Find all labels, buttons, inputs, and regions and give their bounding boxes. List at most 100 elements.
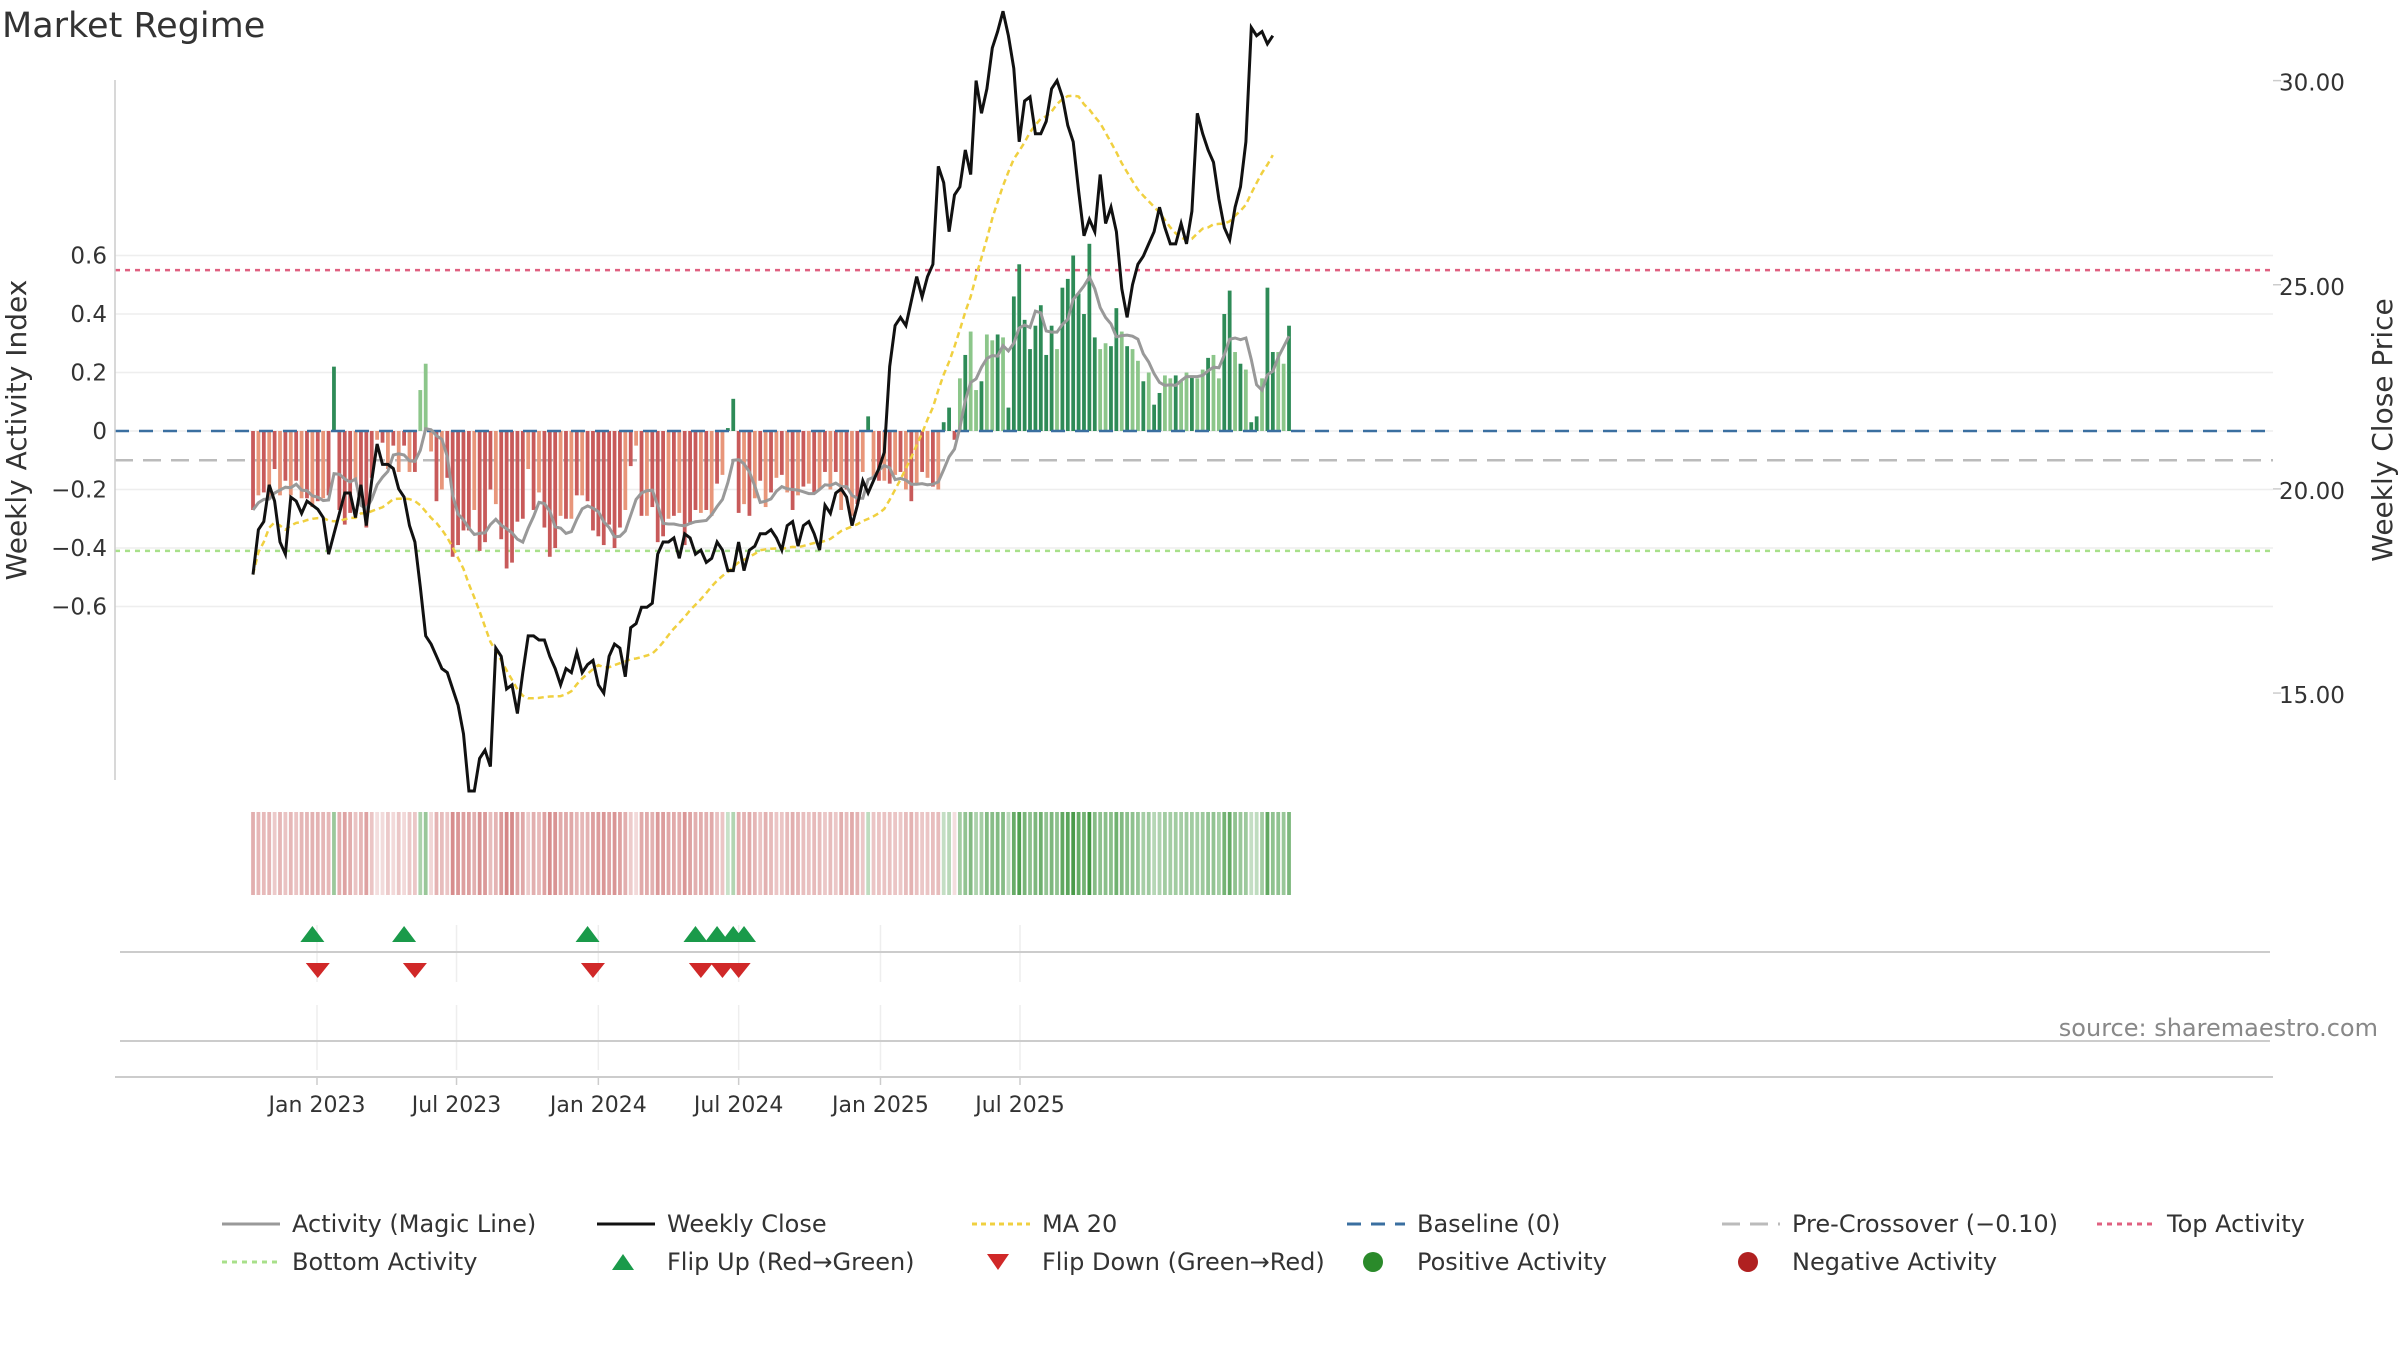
regime-cell bbox=[1238, 812, 1243, 895]
regime-cell bbox=[774, 812, 779, 895]
regime-cell bbox=[477, 812, 482, 895]
regime-cell bbox=[979, 812, 984, 895]
x-tick-label: Jan 2025 bbox=[830, 1093, 929, 1118]
regime-cell bbox=[580, 812, 585, 895]
activity-bar bbox=[504, 431, 509, 569]
y-tick-label: −0.4 bbox=[51, 536, 107, 562]
y2-tick-label: 25.00 bbox=[2279, 275, 2345, 301]
activity-bar bbox=[1082, 314, 1086, 431]
activity-bar bbox=[288, 431, 293, 496]
regime-cell bbox=[1006, 812, 1011, 895]
legend-item: Baseline (0) bbox=[1347, 1210, 1560, 1238]
activity-bar bbox=[456, 431, 460, 546]
activity-bar bbox=[1179, 381, 1183, 431]
regime-cell bbox=[510, 812, 514, 895]
flip-up-marker bbox=[683, 926, 708, 942]
legend-item: Negative Activity bbox=[1738, 1248, 1997, 1276]
regime-cell bbox=[553, 812, 558, 895]
legend-label: Baseline (0) bbox=[1417, 1210, 1560, 1238]
activity-bar bbox=[1119, 331, 1124, 431]
regime-cell bbox=[251, 812, 255, 895]
flip-up-marker bbox=[705, 926, 730, 942]
regime-cell bbox=[747, 812, 752, 895]
activity-bar bbox=[1071, 255, 1076, 431]
activity-bar bbox=[979, 381, 984, 431]
regime-cell bbox=[288, 812, 293, 895]
regime-cell bbox=[1109, 812, 1113, 895]
activity-bar bbox=[715, 431, 719, 484]
x-tick-label: Jan 2023 bbox=[267, 1093, 366, 1118]
activity-bar bbox=[806, 431, 811, 484]
activity-bar bbox=[1260, 378, 1264, 431]
regime-cell bbox=[850, 812, 854, 895]
legend-label: Weekly Close bbox=[667, 1210, 827, 1238]
activity-bar bbox=[261, 431, 266, 493]
flip-markers bbox=[120, 926, 2270, 1042]
activity-bar bbox=[564, 431, 568, 519]
activity-bar bbox=[904, 431, 908, 490]
activity-bar bbox=[542, 431, 547, 528]
y-axis-label: Weekly Activity Index bbox=[0, 280, 33, 581]
activity-bar bbox=[963, 354, 968, 431]
regime-cell bbox=[1260, 812, 1264, 895]
regime-cell bbox=[1146, 812, 1151, 895]
legend-label: Pre-Crossover (−0.10) bbox=[1792, 1210, 2058, 1238]
activity-bar bbox=[353, 431, 358, 481]
activity-bar bbox=[596, 431, 601, 537]
activity-bar bbox=[1055, 349, 1059, 431]
activity-bar bbox=[1216, 378, 1221, 431]
activity-bar bbox=[1001, 337, 1005, 431]
activity-bar bbox=[488, 431, 493, 490]
regime-cell bbox=[353, 812, 358, 895]
flip-up-marker bbox=[300, 926, 325, 942]
activity-bar bbox=[326, 431, 331, 496]
regime-cell bbox=[1173, 812, 1178, 895]
activity-bar bbox=[866, 416, 871, 431]
activity-bar bbox=[402, 431, 406, 446]
activity-bar bbox=[893, 431, 898, 475]
regime-cell bbox=[1163, 812, 1167, 895]
activity-bar bbox=[1022, 319, 1027, 431]
activity-bar bbox=[1087, 243, 1092, 431]
activity-bar bbox=[547, 431, 552, 557]
legend-flip-up-icon bbox=[612, 1254, 634, 1270]
activity-bar bbox=[1173, 375, 1178, 431]
activity-bar bbox=[1049, 325, 1054, 431]
regime-cell bbox=[1227, 812, 1232, 895]
activity-bar bbox=[817, 431, 822, 490]
activity-bar bbox=[321, 431, 326, 499]
regime-cell bbox=[925, 812, 930, 895]
regime-cell bbox=[731, 812, 736, 895]
regime-cell bbox=[909, 812, 914, 895]
activity-bar bbox=[1152, 404, 1157, 431]
regime-cell bbox=[1243, 812, 1248, 895]
regime-cell bbox=[423, 812, 428, 895]
activity-bar bbox=[931, 431, 935, 487]
regime-cell bbox=[1206, 812, 1210, 895]
activity-bar bbox=[693, 431, 698, 510]
regime-cell bbox=[833, 812, 838, 895]
activity-bar bbox=[1044, 354, 1049, 431]
regime-cell bbox=[359, 812, 363, 895]
right-y-axis: 30.00 25.00 20.00 15.00 bbox=[2273, 71, 2345, 709]
activity-bar bbox=[1076, 293, 1081, 431]
regime-cell bbox=[1087, 812, 1092, 895]
regime-cell bbox=[1265, 812, 1270, 895]
activity-bar bbox=[850, 431, 854, 516]
flip-down-marker bbox=[305, 963, 330, 978]
regime-cell bbox=[941, 812, 946, 895]
activity-bar bbox=[952, 431, 957, 440]
regime-cell bbox=[1071, 812, 1076, 895]
regime-cell bbox=[639, 812, 644, 895]
activity-bar bbox=[466, 431, 471, 531]
regime-cell bbox=[1049, 812, 1054, 895]
activity-bar bbox=[283, 431, 288, 481]
regime-cell bbox=[1119, 812, 1124, 895]
activity-bar bbox=[742, 431, 746, 505]
regime-cell bbox=[413, 812, 417, 895]
regime-cell bbox=[1249, 812, 1254, 895]
activity-bar bbox=[1211, 354, 1216, 431]
x-tick-label: Jul 2023 bbox=[410, 1093, 502, 1118]
activity-bars bbox=[115, 243, 2273, 569]
